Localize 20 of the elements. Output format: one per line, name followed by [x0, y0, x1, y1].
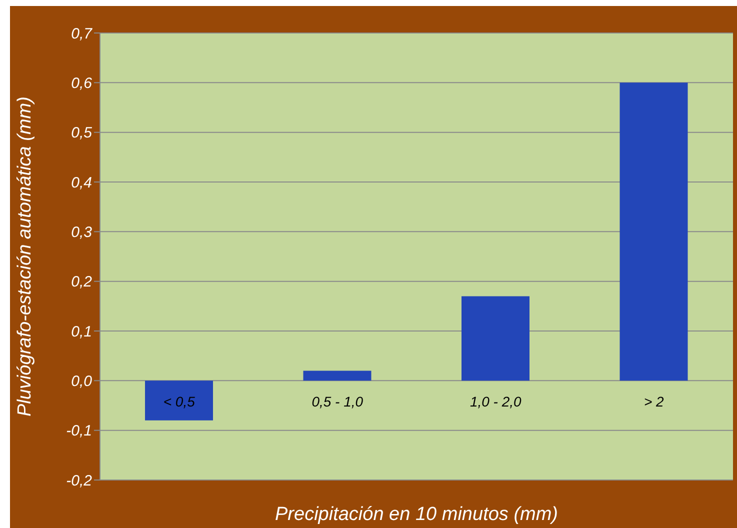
- x-axis-title: Precipitación en 10 minutos (mm): [275, 504, 558, 525]
- y-tick-label: 0,6: [71, 74, 93, 92]
- x-tick-label: 0,5 - 1,0: [312, 394, 364, 410]
- y-tick-label: 0,4: [71, 174, 92, 192]
- bar: [145, 380, 213, 420]
- y-tick-label: -0,2: [66, 472, 93, 490]
- y-tick-label: 0,3: [71, 224, 93, 241]
- y-tick-label: 0,2: [71, 274, 93, 291]
- y-axis-title: Pluviógrafo-estación automática (mm): [14, 96, 36, 416]
- y-tick-label: 0,5: [71, 124, 93, 142]
- x-tick-label: < 0,5: [163, 394, 196, 410]
- x-tick-label: > 2: [644, 394, 664, 410]
- bar: [462, 296, 530, 381]
- x-tick-label: 1,0 - 2,0: [470, 394, 522, 410]
- y-tick-label: -0,1: [66, 422, 92, 440]
- bar: [303, 370, 372, 381]
- bar: [620, 82, 688, 381]
- y-tick-label: 0,1: [71, 323, 92, 340]
- y-tick-label: 0,0: [71, 372, 93, 390]
- y-tick-label: 0,7: [71, 25, 93, 42]
